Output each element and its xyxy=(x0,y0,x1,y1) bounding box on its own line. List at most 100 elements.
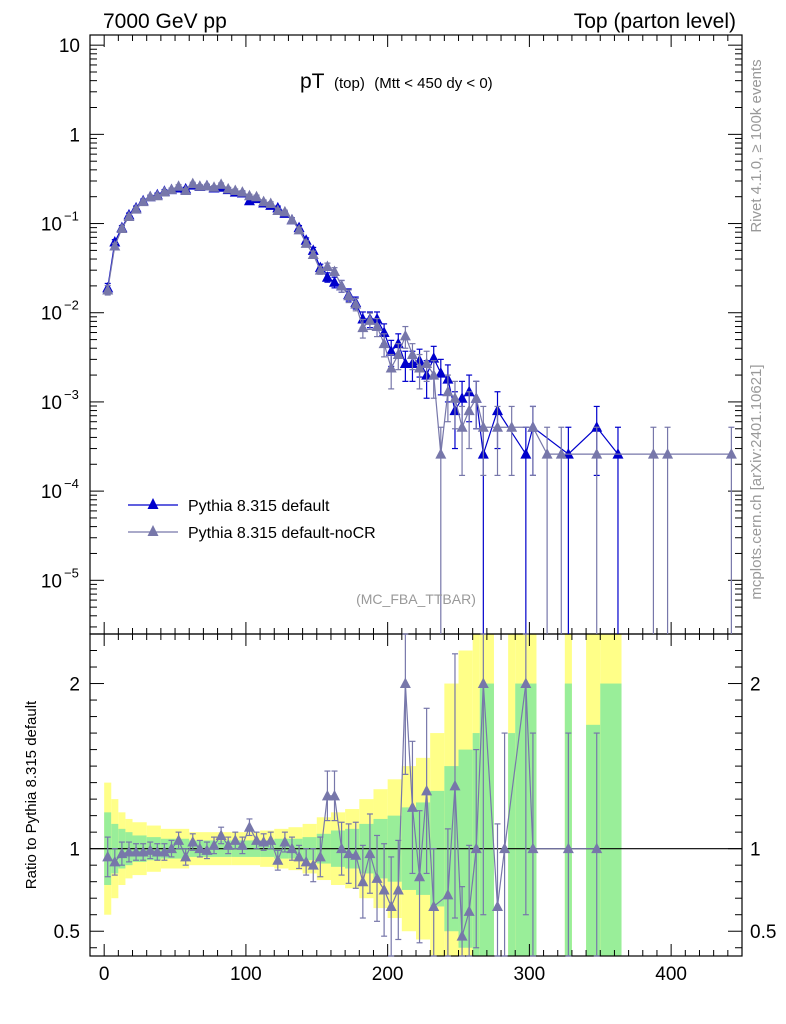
ratio-marker-23 xyxy=(265,834,277,845)
marker-nocr-56 xyxy=(527,421,539,432)
ratio-marker-30 xyxy=(314,850,326,862)
ratio-marker-1 xyxy=(109,855,121,867)
title-sub1: (top) xyxy=(334,75,365,92)
marker-default-46 xyxy=(428,352,440,363)
marker-nocr-17 xyxy=(222,182,234,194)
analysis-watermark: (MC_FBA_TTBAR) xyxy=(356,591,476,607)
marker-default-41 xyxy=(392,337,404,349)
marker-default-50 xyxy=(456,392,468,403)
title-main: pT xyxy=(300,70,325,93)
ratio-marker-0 xyxy=(102,850,114,862)
ratio-y-tick-label-2: 2 xyxy=(69,675,80,696)
ratio-marker-49 xyxy=(456,930,468,941)
marker-nocr-60 xyxy=(647,448,659,459)
marker-nocr-21 xyxy=(251,190,263,202)
ratio-marker-33 xyxy=(336,842,348,854)
marker-nocr-27 xyxy=(293,223,305,235)
legend-marker-default xyxy=(147,498,159,509)
ratio-marker-58 xyxy=(591,842,603,854)
marker-nocr-35 xyxy=(350,298,362,309)
marker-nocr-33 xyxy=(336,279,348,291)
series-default xyxy=(102,179,624,634)
marker-nocr-54 xyxy=(492,421,503,432)
marker-nocr-43 xyxy=(406,348,418,360)
band-inner-30 xyxy=(600,683,622,956)
marker-nocr-36 xyxy=(357,321,369,333)
marker-nocr-34 xyxy=(343,289,355,301)
x-tick-label-300: 300 xyxy=(514,964,546,985)
marker-default-58 xyxy=(591,421,603,432)
ratio-marker-12 xyxy=(187,836,199,847)
marker-nocr-49 xyxy=(449,392,461,403)
x-tick-label-400: 400 xyxy=(655,964,687,985)
marker-nocr-2 xyxy=(116,222,128,233)
ratio-marker-27 xyxy=(293,850,305,862)
marker-nocr-62 xyxy=(725,448,737,459)
main-plot-frame xyxy=(89,34,743,635)
plot-title: pT (top) (Mtt < 450 dy < 0) xyxy=(300,70,493,93)
marker-nocr-38 xyxy=(371,320,383,332)
ratio-marker-20 xyxy=(243,821,255,832)
band-inner-29 xyxy=(586,724,601,956)
ratio-y-axis-label: Ratio to Pythia 8.315 default xyxy=(23,700,40,889)
marker-nocr-14 xyxy=(201,179,213,191)
ratio-marker-14 xyxy=(201,844,213,855)
ratio-marker-52 xyxy=(477,677,489,689)
legend-marker-nocr xyxy=(147,525,159,536)
ratio-marker-42 xyxy=(399,677,411,689)
marker-nocr-9 xyxy=(166,183,177,195)
x-tick-label-200: 200 xyxy=(372,964,404,985)
marker-nocr-37 xyxy=(364,314,376,325)
ratio-marker-18 xyxy=(229,834,241,845)
ratio-marker-21 xyxy=(251,834,263,845)
main-y-tick-label-0: 10 xyxy=(59,36,80,57)
marker-nocr-48 xyxy=(442,385,454,397)
main-y-tick-label-4: 10 xyxy=(41,393,62,414)
ratio-marker-50 xyxy=(463,905,475,916)
marker-default-31 xyxy=(321,271,333,282)
marker-nocr-55 xyxy=(506,421,518,432)
ratio-y-tick-label-0.5: 0.5 xyxy=(54,922,80,943)
ratio-marker-31 xyxy=(321,789,333,801)
marker-default-42 xyxy=(399,357,411,368)
ratio-marker-55 xyxy=(520,677,532,689)
main-y-tick-exp-6: −5 xyxy=(64,565,79,580)
marker-nocr-3 xyxy=(123,210,135,221)
x-tick-label-100: 100 xyxy=(230,964,262,985)
marker-nocr-5 xyxy=(137,195,149,207)
marker-nocr-10 xyxy=(173,180,185,191)
main-y-tick-exp-2: −1 xyxy=(64,209,79,224)
ratio-marker-29 xyxy=(307,859,319,870)
ratio-marker-8 xyxy=(158,845,170,857)
marker-nocr-12 xyxy=(187,177,199,189)
ratio-marker-37 xyxy=(364,847,376,859)
marker-default-40 xyxy=(385,345,397,356)
ratio-marker-24 xyxy=(272,854,284,865)
ratio-marker-39 xyxy=(378,883,390,895)
ratio-marker-38 xyxy=(371,872,383,883)
marker-nocr-41 xyxy=(392,348,404,360)
x-tick-label-0: 0 xyxy=(99,964,110,985)
marker-nocr-39 xyxy=(378,337,390,349)
marker-nocr-7 xyxy=(151,189,163,201)
main-y-tick-label-3: 10 xyxy=(41,304,62,325)
marker-nocr-22 xyxy=(258,195,270,207)
marker-nocr-59 xyxy=(591,448,603,459)
marker-nocr-46 xyxy=(428,369,440,380)
mcplots-label: mcplots.cern.ch [arXiv:2401.10621] xyxy=(748,364,765,599)
ratio-series xyxy=(102,633,603,957)
ratio-marker-35 xyxy=(350,849,362,860)
ratio-marker-46 xyxy=(428,900,440,911)
ratio-marker-16 xyxy=(215,829,227,840)
marker-nocr-16 xyxy=(215,178,227,189)
ratio-marker-19 xyxy=(236,839,248,850)
ratio-marker-47 xyxy=(442,888,454,900)
header-right: Top (parton level) xyxy=(574,10,736,33)
marker-nocr-24 xyxy=(272,204,284,216)
marker-nocr-26 xyxy=(286,213,298,225)
ratio-marker-10 xyxy=(173,834,185,845)
main-y-tick-exp-4: −3 xyxy=(64,387,79,402)
ratio-marker-25 xyxy=(279,836,291,847)
main-y-tick-label-2: 10 xyxy=(41,215,62,236)
